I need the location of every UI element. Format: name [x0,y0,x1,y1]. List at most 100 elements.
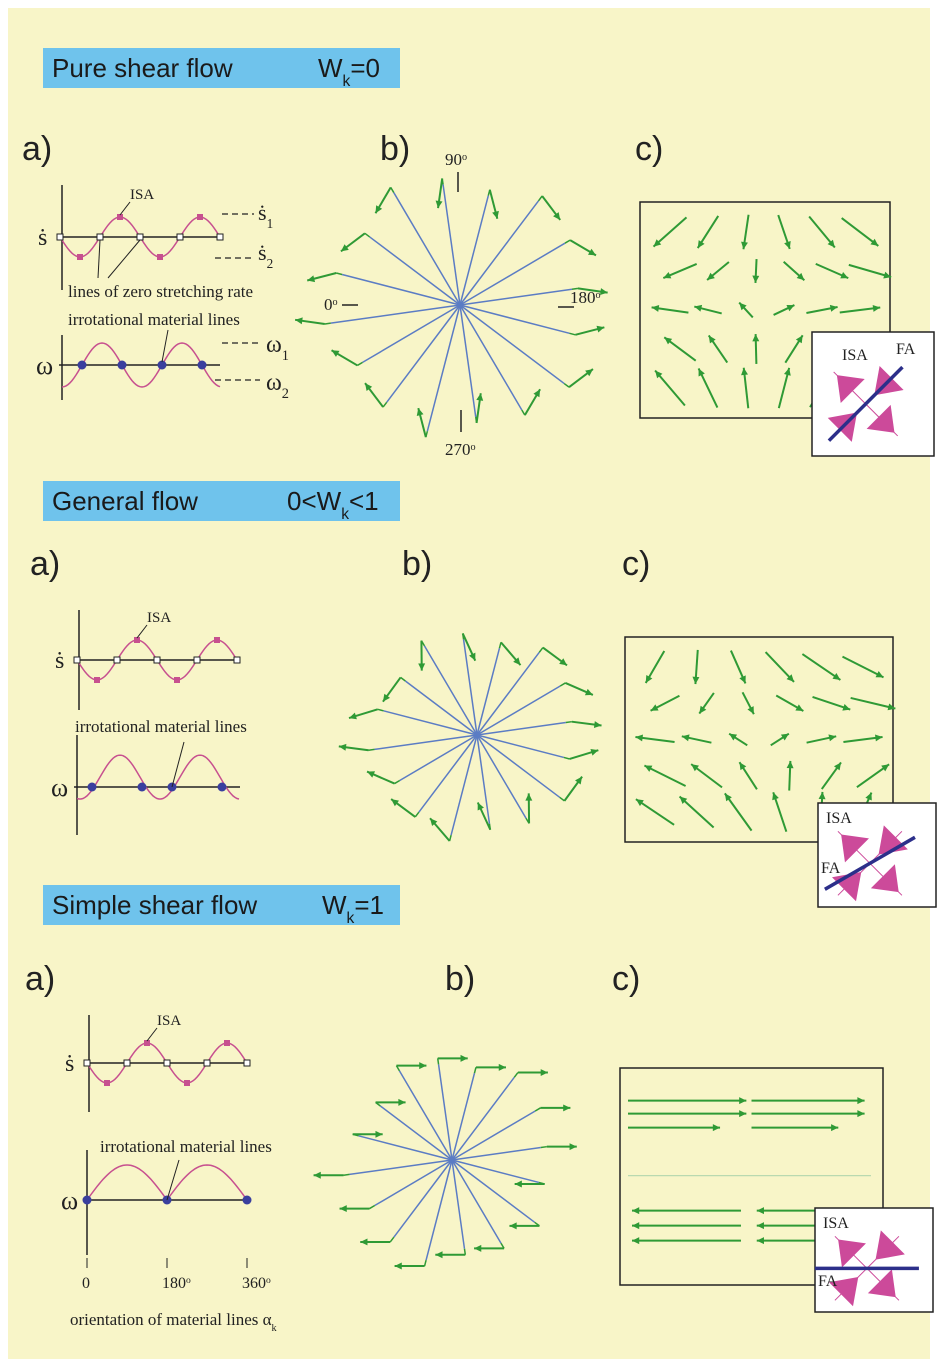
fa-label-part: FA [821,860,841,877]
zero-point [154,657,160,663]
zero-point [204,1060,210,1066]
irrotational-label: irrotational material lines [100,1137,272,1156]
zero-point [177,234,183,240]
extremum-point [214,637,220,643]
irrotational-point [88,783,97,792]
connector [344,1174,350,1175]
zero-point [137,234,143,240]
panel-label: b) [402,545,432,583]
isa-label: ISA [842,347,868,364]
angle-label-part: 0 [324,295,333,314]
panel-label-part: b) [402,545,432,583]
flow-parameter-part: =1 [354,890,384,920]
fa-label: FA [818,1273,838,1290]
flow-parameter-part: k [341,506,349,523]
isa-label: ISA [147,610,171,626]
zero-point [164,1060,170,1066]
x-axis-label-part: orientation of material lines α [70,1310,272,1329]
x-tick-label-part: 180 [162,1275,186,1292]
isa-label-part: ISA [826,810,852,827]
flow-parameter-part: <1 [349,486,379,516]
omega1-label-part: 1 [282,348,289,364]
s-axis-label-part: ṡ [55,648,64,674]
panel-label: a) [25,960,55,998]
panel-label: b) [380,130,410,168]
connector [566,722,572,723]
flow-parameter-part: 0<W [287,486,342,516]
irrotational-label-part: irrotational material lines [68,310,240,329]
isa-label-part: ISA [823,1215,849,1232]
omega2-label-part: ω [266,370,282,396]
zero-point [114,657,120,663]
irrotational-point [243,1196,252,1205]
panel-label: c) [622,545,650,583]
s2-label-part: 2 [267,256,274,271]
panel-label-part: a) [25,960,55,998]
panel-label: b) [445,960,475,998]
zero-point [84,1060,90,1066]
extremum-point [184,1080,190,1086]
s-axis-label: ṡ [55,648,64,674]
s-axis-label: ṡ [65,1051,74,1077]
angle-label-part: 90 [445,150,462,169]
irrotational-label: irrotational material lines [68,310,240,329]
irrotational-point [198,361,207,370]
s-axis-label-part: ṡ [38,225,47,251]
zero-point [244,1060,250,1066]
zero-point [234,657,240,663]
panel-label-part: b) [445,960,475,998]
x-tick-label-part: o [266,1275,271,1286]
extremum-point [77,254,83,260]
s-axis-label: ṡ [38,225,47,251]
omega2-label-part: 2 [282,386,289,402]
extremum-point [157,254,163,260]
irrotational-label-part: irrotational material lines [100,1137,272,1156]
s2-label-part: ṡ [258,240,267,265]
angle-label-part: o [333,297,338,308]
s1-label-part: 1 [267,216,274,231]
isa-label-part: ISA [157,1013,181,1029]
fa-label-part: FA [818,1273,838,1290]
section-title-part: Simple shear flow [52,890,257,920]
section-title-part: Pure shear flow [52,53,233,83]
isa-label-part: ISA [147,610,171,626]
fa-label-part: FA [896,341,916,358]
x-tick-label-part: 0 [82,1275,90,1292]
connector [541,1147,547,1148]
extremum-point [224,1040,230,1046]
irrotational-label: irrotational material lines [75,717,247,736]
flow-parameter-part: W [318,53,343,83]
flow-parameter-part: k [343,73,351,90]
irrotational-point [78,361,87,370]
angle-label-part: 180 [570,288,596,307]
omega-axis-label-part: ω [36,351,53,380]
s1-label-part: ṡ [258,200,267,225]
fa-label: FA [821,860,841,877]
figure: Pure shear flowWk=0a)b)c)ṡISAωṡ1ṡ2lines … [0,0,938,1367]
background [8,8,930,1359]
angle-label-part: o [471,442,476,453]
irrotational-label-part: irrotational material lines [75,717,247,736]
omega-axis-label: ω [51,773,68,802]
flow-parameter-part: k [347,910,355,927]
zero-point [74,657,80,663]
isa-label-part: ISA [842,347,868,364]
irrotational-point [83,1196,92,1205]
section-title: Simple shear flow [52,890,257,920]
isa-label: ISA [130,187,154,203]
flow-parameter-part: =0 [350,53,380,83]
panel-label-part: a) [30,545,60,583]
extremum-point [104,1080,110,1086]
panel-label: a) [22,130,52,168]
irrotational-point [118,361,127,370]
omega1-label-part: ω [266,332,282,358]
zero-lines-label-part: lines of zero stretching rate [68,282,253,301]
omega-axis-label-part: ω [61,1186,78,1215]
s-axis-label-part: ṡ [65,1051,74,1077]
section-title-part: General flow [52,486,198,516]
fa-label: FA [896,341,916,358]
isa-label-part: ISA [130,187,154,203]
x-tick-label-part: o [186,1275,191,1286]
x-tick-label: 0 [82,1275,90,1292]
panel-label: a) [30,545,60,583]
